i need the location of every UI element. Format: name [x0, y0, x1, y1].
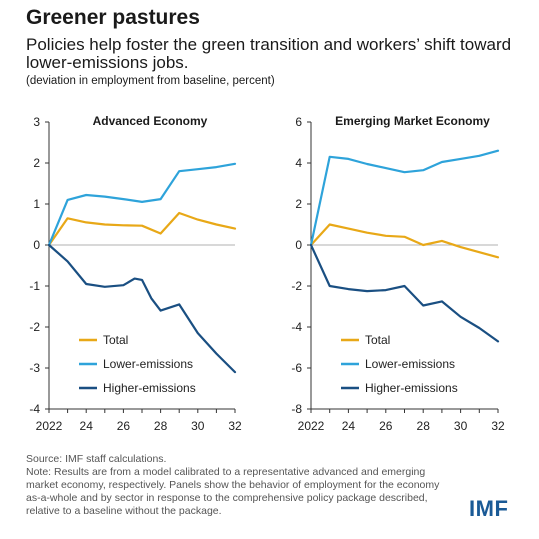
advanced-x-tick-label: 24	[80, 419, 94, 433]
emerging-x-tick-label: 24	[342, 419, 356, 433]
emerging-y-tick-label: -6	[291, 361, 302, 375]
advanced-x-tick-label: 2022	[36, 419, 63, 433]
emerging-y-tick-label: -2	[291, 279, 302, 293]
emerging-x-tick-label: 28	[417, 419, 431, 433]
emerging-y-tick-label: 2	[295, 197, 302, 211]
advanced-x-tick-label: 28	[154, 419, 168, 433]
imf-logo: IMF	[469, 496, 509, 521]
source-text: Source: IMF staff calculations.	[26, 453, 167, 465]
emerging-panel-title: Emerging Market Economy	[335, 114, 490, 128]
emerging-legend-label: Higher-emissions	[365, 381, 458, 395]
advanced-higher-emissions-line	[47, 243, 237, 374]
emerging-x-tick-label: 26	[379, 419, 393, 433]
footnote: Source: IMF staff calculations. Note: Re…	[26, 453, 446, 518]
advanced-total-line	[47, 211, 237, 247]
units-label: (deviation in employment from baseline, …	[26, 75, 275, 87]
advanced-legend-label: Total	[103, 333, 128, 347]
advanced-y-tick-label: -4	[29, 402, 40, 416]
emerging-legend-label: Lower-emissions	[365, 357, 455, 371]
advanced-y-tick-label: -1	[29, 279, 40, 293]
emerging-y-tick-label: 6	[295, 115, 302, 129]
advanced-lower-emissions-line	[47, 162, 237, 247]
advanced-y-tick-label: 0	[33, 238, 40, 252]
advanced-legend-label: Higher-emissions	[103, 381, 196, 395]
advanced-y-tick-label: 1	[33, 197, 40, 211]
emerging-x-tick-label: 32	[491, 419, 505, 433]
note-text: Note: Results are from a model calibrate…	[26, 466, 440, 517]
advanced-x-tick-label: 32	[228, 419, 242, 433]
emerging-x-tick-label: 30	[454, 419, 468, 433]
advanced-y-tick-label: 2	[33, 156, 40, 170]
advanced-panel-title: Advanced Economy	[93, 114, 208, 128]
emerging-legend-label: Total	[365, 333, 390, 347]
emerging-y-tick-label: 4	[295, 156, 302, 170]
emerging-x-tick-label: 2022	[298, 419, 325, 433]
chart-subtitle: Policies help foster the green transitio…	[26, 35, 512, 72]
emerging-y-tick-label: -4	[291, 320, 302, 334]
advanced-y-tick-label: -2	[29, 320, 40, 334]
emerging-lower-emissions-line	[309, 149, 500, 247]
emerging-total-line	[309, 223, 500, 259]
advanced-x-tick-label: 30	[191, 419, 205, 433]
chart-title: Greener pastures	[26, 6, 200, 29]
advanced-legend-label: Lower-emissions	[103, 357, 193, 371]
emerging-y-tick-label: -8	[291, 402, 302, 416]
advanced-x-tick-label: 26	[117, 419, 131, 433]
advanced-y-tick-label: -3	[29, 361, 40, 375]
advanced-y-tick-label: 3	[33, 115, 40, 129]
emerging-y-tick-label: 0	[295, 238, 302, 252]
emerging-higher-emissions-line	[309, 243, 500, 343]
